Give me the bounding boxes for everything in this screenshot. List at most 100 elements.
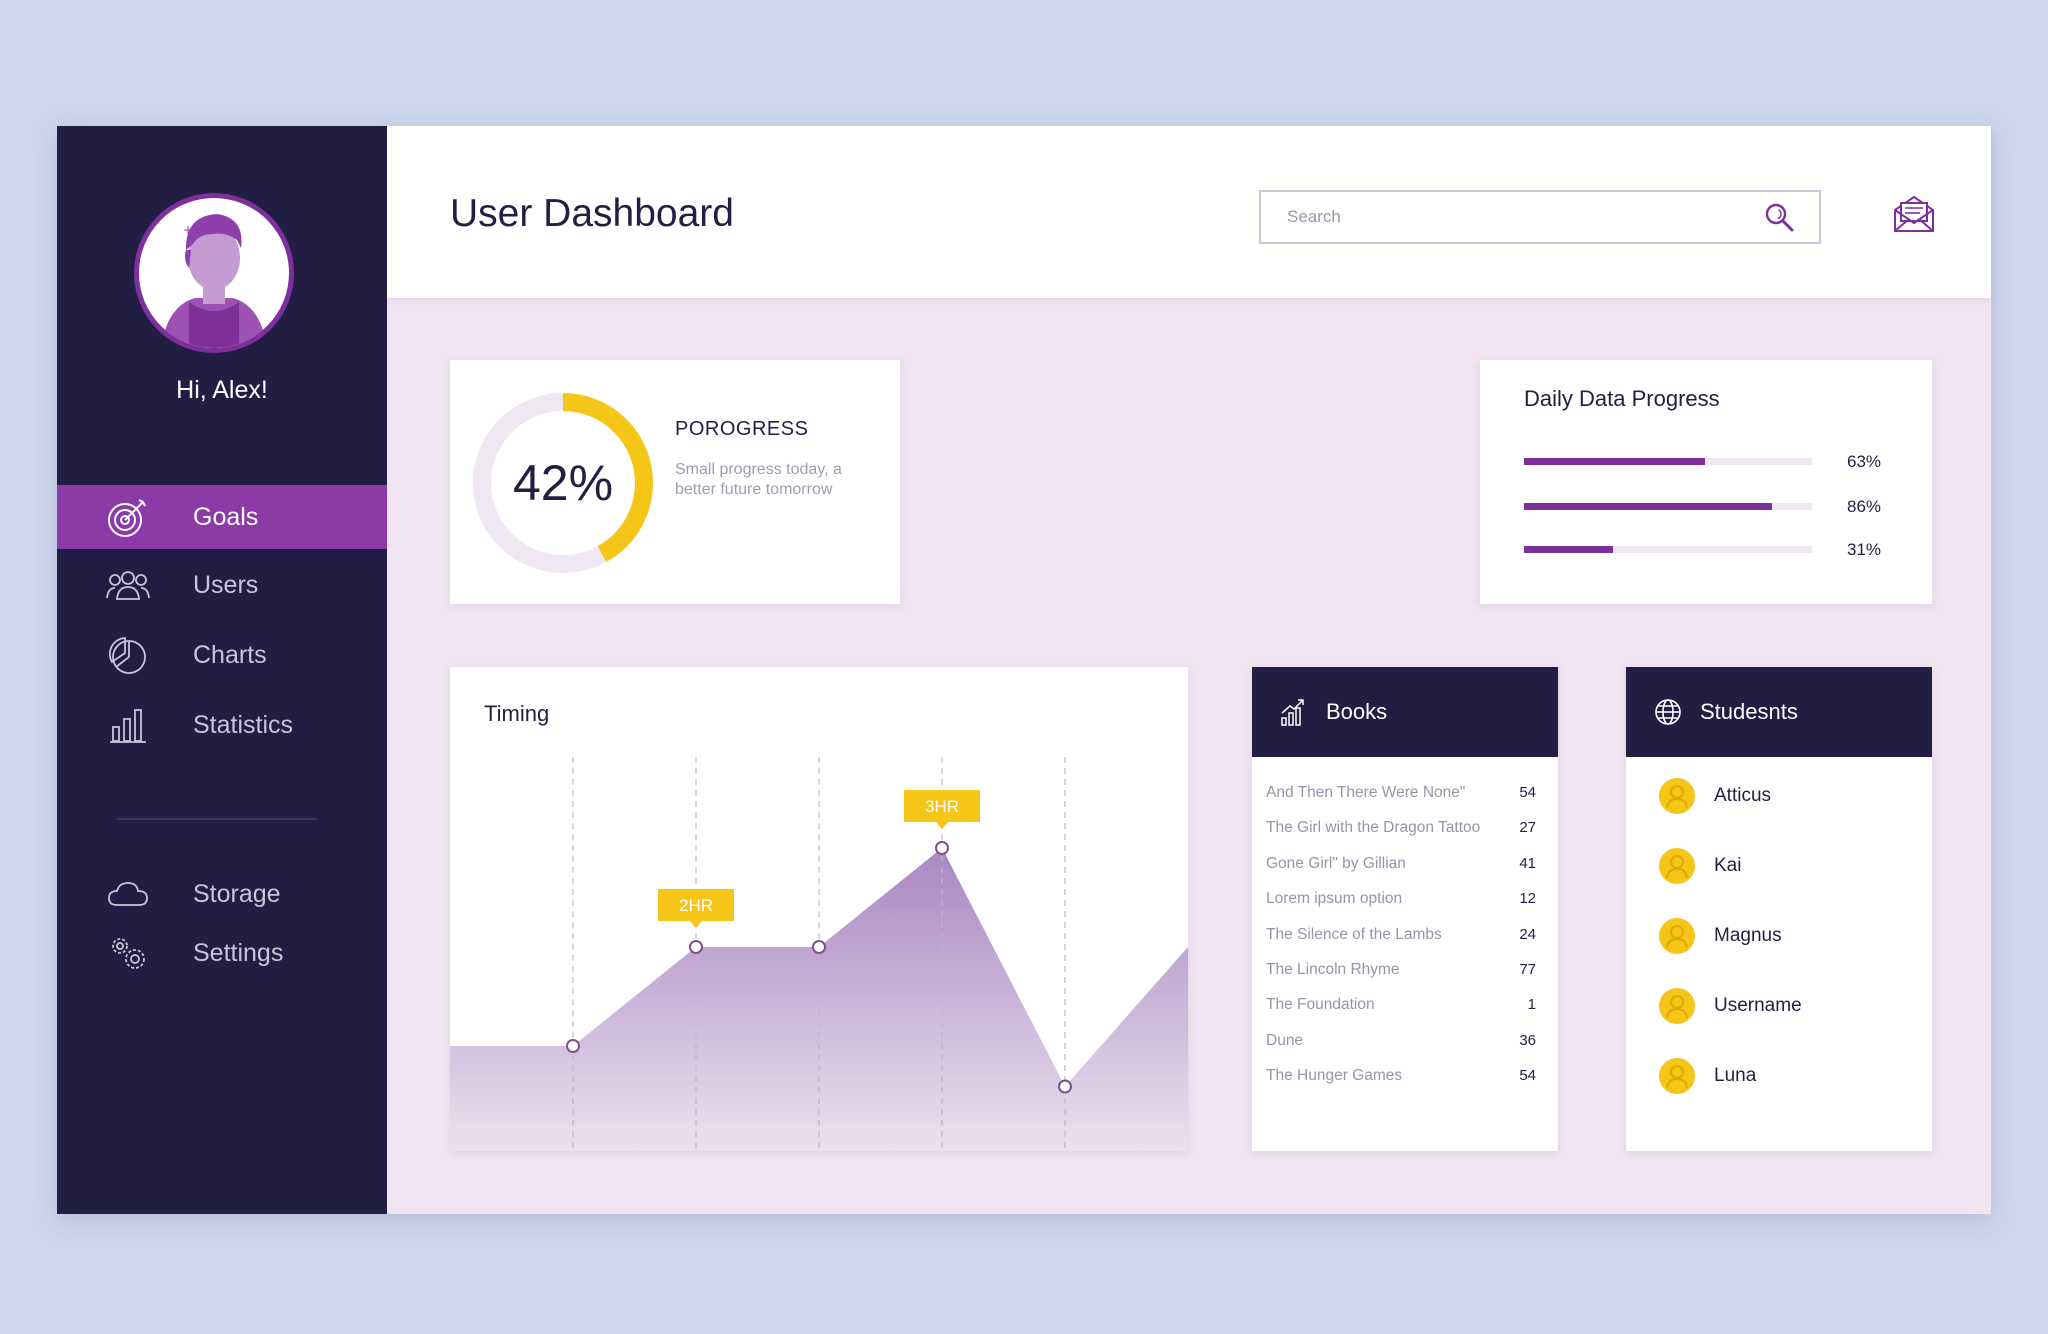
annotation-label: 3HR [904, 790, 980, 829]
student-name: Kai [1714, 855, 1742, 876]
greeting-text: Hi, Alex! [176, 376, 268, 404]
svg-text:+: + [183, 223, 193, 237]
student-row[interactable]: Username [1658, 986, 1802, 1026]
student-avatar-icon [1659, 778, 1695, 814]
search-input[interactable] [1287, 192, 1747, 242]
progress-bar-row: 86% [1524, 497, 1894, 517]
progress-bar-track [1524, 458, 1812, 465]
student-avatar-icon [1659, 1058, 1695, 1094]
progress-bar-fill [1524, 503, 1772, 510]
student-name: Magnus [1714, 925, 1782, 946]
book-count: 24 [1519, 925, 1536, 943]
progress-donut [473, 393, 653, 573]
nav-divider [117, 818, 317, 820]
book-row[interactable]: Dune 36 [1266, 1032, 1536, 1056]
data-point[interactable] [1058, 1079, 1072, 1094]
data-point[interactable] [812, 940, 826, 954]
books-card: Books And Then There Were None" 54 The Gir… [1252, 667, 1558, 1151]
book-row[interactable]: The Girl with the Dragon Tattoo 27 [1266, 819, 1536, 843]
nav-label-goals: Goals [193, 502, 259, 531]
progress-bar-row: 31% [1524, 540, 1894, 560]
progress-bar-track [1524, 546, 1812, 553]
book-count: 36 [1519, 1031, 1536, 1049]
book-row[interactable]: The Silence of the Lambs 24 [1266, 926, 1536, 950]
book-count: 54 [1519, 784, 1536, 801]
progress-value: 42% [512, 455, 614, 511]
nav-item-goals[interactable]: Goals [57, 485, 387, 549]
progress-title: POROGRESS [675, 418, 809, 440]
student-avatar-icon [1659, 918, 1695, 954]
mail-icon[interactable] [1892, 194, 1936, 234]
search-box [1259, 190, 1821, 244]
timing-chart: 2HR 3HR [450, 757, 1188, 1151]
data-point[interactable] [935, 841, 949, 855]
nav-item-settings[interactable]: Settings [57, 921, 387, 985]
main-content: User Dashboard 42% POROGRESS Small progr… [387, 126, 1991, 1214]
daily-progress-title: Daily Data Progress [1524, 386, 1720, 411]
nav-label-statistics: Statistics [193, 710, 294, 739]
book-title: Lorem ipsum option [1266, 890, 1403, 908]
progress-bar-label: 86% [1847, 497, 1882, 516]
nav-label-charts: Charts [193, 640, 267, 669]
annotation-label: 2HR [658, 889, 734, 928]
gears-icon [105, 930, 151, 976]
top-bar: User Dashboard [387, 126, 1991, 298]
student-name: Username [1714, 995, 1802, 1016]
book-title: Gone Girl" by Gillian [1266, 854, 1406, 872]
book-count: 12 [1519, 890, 1536, 908]
nav-item-charts[interactable]: Charts [57, 623, 387, 687]
dashboard-window: + Hi, Alex! Goals Users Charts [57, 126, 1991, 1214]
student-row[interactable]: Kai [1658, 846, 1741, 886]
book-title: The Hunger Games [1266, 1067, 1403, 1085]
growth-chart-icon [1280, 697, 1310, 727]
book-row[interactable]: Gone Girl" by Gillian 41 [1266, 855, 1536, 879]
students-header: Studesnts [1626, 667, 1932, 757]
data-point[interactable] [566, 1039, 580, 1053]
student-row[interactable]: Atticus [1658, 776, 1771, 816]
users-icon [105, 562, 151, 608]
cloud-icon [105, 871, 151, 917]
book-row[interactable]: Lorem ipsum option 12 [1266, 890, 1536, 914]
book-row[interactable]: The Hunger Games 54 [1266, 1067, 1536, 1091]
book-row[interactable]: The Foundation 1 [1266, 996, 1536, 1020]
book-row[interactable]: And Then There Were None" 54 [1266, 784, 1536, 808]
progress-bar-label: 63% [1847, 452, 1882, 471]
nav-label-storage: Storage [193, 879, 281, 908]
nav-item-storage[interactable]: Storage [57, 862, 387, 926]
book-title: Dune [1266, 1031, 1304, 1049]
user-avatar-icon: + [161, 214, 267, 348]
book-title: The Lincoln Rhyme [1266, 961, 1400, 978]
progress-bar-fill [1524, 546, 1614, 553]
timing-title: Timing [484, 701, 550, 726]
nav-item-statistics[interactable]: Statistics [57, 693, 387, 757]
annotation-text: 2HR [679, 896, 713, 915]
student-name: Luna [1714, 1065, 1757, 1086]
student-row[interactable]: Luna [1658, 1056, 1756, 1096]
student-row[interactable]: Magnus [1658, 916, 1782, 956]
progress-bar-fill [1524, 458, 1706, 465]
book-count: 77 [1519, 961, 1536, 978]
progress-bar-label: 31% [1847, 540, 1882, 559]
nav-item-users[interactable]: Users [57, 553, 387, 617]
secondary-nav: Storage Settings [57, 862, 387, 985]
student-avatar-icon [1659, 988, 1695, 1024]
annotation-text: 3HR [925, 797, 959, 816]
avatar[interactable]: + [134, 193, 294, 353]
daily-progress-card: Daily Data Progress 63% 86% 31% [1480, 360, 1932, 604]
target-icon [105, 494, 151, 540]
nav-label-users: Users [193, 570, 259, 599]
book-title: The Girl with the Dragon Tattoo [1266, 819, 1481, 837]
book-title: The Silence of the Lambs [1266, 925, 1442, 943]
progress-card: 42% POROGRESS Small progress today, a be… [450, 360, 900, 604]
progress-bar-track [1524, 503, 1812, 510]
search-icon[interactable] [1763, 201, 1795, 233]
book-count: 41 [1519, 854, 1536, 872]
student-name: Atticus [1714, 785, 1772, 806]
book-row[interactable]: The Lincoln Rhyme 77 [1266, 961, 1536, 985]
data-point[interactable] [689, 940, 703, 954]
page-title: User Dashboard [450, 192, 734, 235]
nav-label-settings: Settings [193, 938, 284, 967]
timing-chart-card: 2HR 3HR Timing [450, 667, 1188, 1151]
students-title: Studesnts [1700, 699, 1798, 724]
book-count: 54 [1519, 1067, 1536, 1085]
